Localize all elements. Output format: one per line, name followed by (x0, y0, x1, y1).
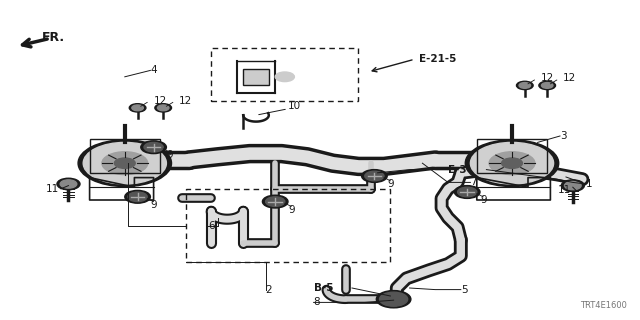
Circle shape (102, 152, 148, 175)
Text: B-5: B-5 (314, 283, 333, 293)
Circle shape (362, 170, 387, 182)
Text: 12: 12 (154, 96, 167, 106)
Circle shape (125, 190, 150, 203)
Text: 2: 2 (266, 284, 272, 295)
Circle shape (564, 181, 581, 190)
Circle shape (465, 140, 559, 187)
Circle shape (83, 142, 166, 184)
Circle shape (275, 72, 294, 82)
Text: 9: 9 (480, 195, 486, 205)
Circle shape (155, 104, 172, 112)
Circle shape (157, 105, 169, 111)
Text: FR.: FR. (42, 31, 65, 44)
Circle shape (458, 187, 477, 197)
Circle shape (78, 140, 172, 187)
Circle shape (516, 81, 533, 90)
Text: 7: 7 (470, 177, 477, 188)
Text: 12: 12 (179, 96, 193, 106)
Circle shape (128, 192, 147, 202)
Text: E-3: E-3 (448, 164, 467, 175)
Circle shape (266, 197, 285, 206)
Text: 8: 8 (314, 297, 320, 308)
Text: E-21-5: E-21-5 (419, 54, 456, 64)
Circle shape (519, 83, 531, 88)
Circle shape (376, 291, 411, 308)
Bar (90, 139, 160, 173)
Text: 11: 11 (558, 185, 572, 196)
Circle shape (454, 186, 480, 198)
Text: 11: 11 (46, 184, 60, 194)
Circle shape (141, 141, 166, 154)
Circle shape (144, 142, 163, 152)
Text: 3: 3 (560, 131, 566, 141)
Circle shape (380, 292, 408, 306)
Circle shape (132, 105, 143, 111)
Circle shape (470, 142, 554, 184)
Bar (477, 139, 547, 173)
Circle shape (541, 83, 553, 88)
Bar (211, 48, 358, 101)
Text: 1: 1 (586, 179, 592, 189)
Bar (186, 189, 390, 262)
Circle shape (539, 81, 556, 90)
Text: 10: 10 (288, 100, 301, 111)
Circle shape (262, 195, 288, 208)
Text: 5: 5 (461, 284, 467, 295)
Text: 6: 6 (208, 220, 214, 231)
Circle shape (129, 104, 146, 112)
Circle shape (365, 171, 384, 181)
Text: TRT4E1600: TRT4E1600 (580, 301, 627, 310)
Circle shape (489, 152, 535, 175)
Text: 12: 12 (563, 73, 577, 84)
Text: 9: 9 (166, 150, 173, 160)
Circle shape (502, 158, 522, 168)
Text: 9: 9 (387, 179, 394, 189)
Circle shape (60, 180, 77, 188)
Circle shape (115, 158, 135, 168)
Text: 4: 4 (150, 65, 157, 76)
Circle shape (561, 180, 584, 191)
Text: 9: 9 (288, 204, 294, 215)
Bar (243, 69, 269, 85)
Circle shape (57, 178, 80, 190)
Text: 9: 9 (150, 200, 157, 210)
Text: 12: 12 (541, 73, 554, 84)
